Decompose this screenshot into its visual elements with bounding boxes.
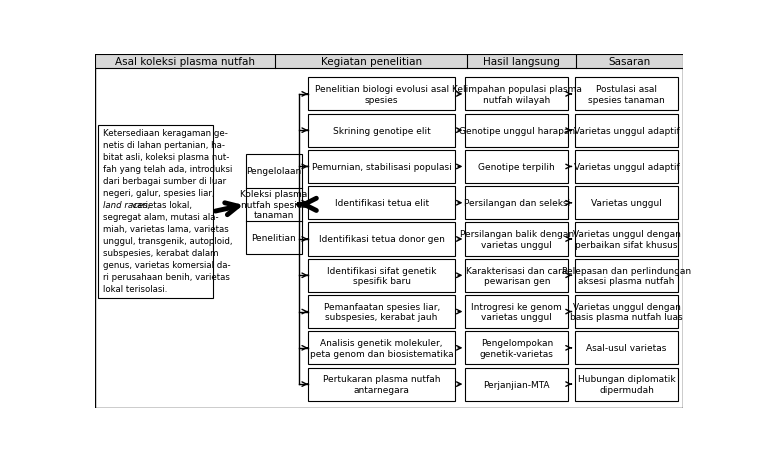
- Bar: [308, 187, 455, 220]
- Text: Pengelolaan: Pengelolaan: [246, 167, 301, 176]
- Text: Pemanfaatan spesies liar,
subspesies, kerabat jauh: Pemanfaatan spesies liar, subspesies, ke…: [323, 302, 439, 322]
- Text: Introgresi ke genom
varietas unggul: Introgresi ke genom varietas unggul: [471, 302, 562, 322]
- Text: Kegiatan penelitian: Kegiatan penelitian: [320, 57, 422, 67]
- Text: subspesies, kerabat dalam: subspesies, kerabat dalam: [102, 248, 218, 257]
- Bar: [98, 126, 213, 299]
- Bar: [575, 295, 679, 329]
- Text: Postulasi asal
spesies tanaman: Postulasi asal spesies tanaman: [588, 85, 665, 104]
- Bar: [308, 223, 455, 256]
- Bar: [308, 295, 455, 329]
- Text: Pertukaran plasma nutfah
antarnegara: Pertukaran plasma nutfah antarnegara: [323, 375, 440, 394]
- Text: Koleksi plasma
nutfah spesies
tanaman: Koleksi plasma nutfah spesies tanaman: [241, 190, 307, 220]
- Text: segregat alam, mutasi ala-: segregat alam, mutasi ala-: [102, 213, 219, 221]
- Text: Varietas unggul dengan
basis plasma nutfah luas: Varietas unggul dengan basis plasma nutf…: [570, 302, 683, 322]
- Text: Sasaran: Sasaran: [609, 57, 650, 67]
- Bar: [308, 151, 455, 184]
- Text: fah yang telah ada, introduksi: fah yang telah ada, introduksi: [102, 165, 232, 174]
- Text: negeri, galur, spesies liar,: negeri, galur, spesies liar,: [102, 189, 214, 198]
- Bar: [465, 223, 568, 256]
- Text: dari berbagai sumber di luar: dari berbagai sumber di luar: [102, 177, 225, 186]
- Bar: [308, 368, 455, 401]
- Bar: [308, 78, 455, 111]
- Text: genus, varietas komersial da-: genus, varietas komersial da-: [102, 260, 230, 269]
- Text: Identifikasi tetua elit: Identifikasi tetua elit: [335, 199, 429, 208]
- Bar: [465, 331, 568, 364]
- Text: Identifikasi sifat genetik
spesifik baru: Identifikasi sifat genetik spesifik baru: [327, 266, 436, 285]
- Text: Varietas unggul dengan
perbaikan sifat khusus: Varietas unggul dengan perbaikan sifat k…: [572, 230, 681, 249]
- Text: Pelepasan dan perlindungan
aksesi plasma nutfah: Pelepasan dan perlindungan aksesi plasma…: [562, 266, 691, 285]
- Bar: [575, 78, 679, 111]
- Text: Kelimpahan populasi plasma
nutfah wilayah: Kelimpahan populasi plasma nutfah wilaya…: [452, 85, 582, 104]
- Bar: [465, 295, 568, 329]
- Text: Hubungan diplomatik
dipermudah: Hubungan diplomatik dipermudah: [578, 375, 676, 394]
- Bar: [308, 114, 455, 147]
- Bar: [575, 368, 679, 401]
- Text: varietas lokal,: varietas lokal,: [129, 201, 192, 210]
- Text: Asal koleksi plasma nutfah: Asal koleksi plasma nutfah: [115, 57, 255, 67]
- Text: Penelitian biologi evolusi asal
spesies: Penelitian biologi evolusi asal spesies: [314, 85, 449, 104]
- Text: Penelitian: Penelitian: [251, 234, 296, 243]
- Bar: [575, 187, 679, 220]
- Text: Genotipe terpilih: Genotipe terpilih: [478, 162, 556, 172]
- Bar: [308, 259, 455, 292]
- Bar: [246, 155, 302, 255]
- Text: land races,: land races,: [102, 201, 150, 210]
- Text: Varietas unggul adaptif: Varietas unggul adaptif: [574, 126, 679, 135]
- Bar: [465, 151, 568, 184]
- Text: unggul, transgenik, autoploid,: unggul, transgenik, autoploid,: [102, 236, 232, 245]
- Text: Genotipe unggul harapan: Genotipe unggul harapan: [458, 126, 575, 135]
- Bar: [465, 78, 568, 111]
- Text: miah, varietas lama, varietas: miah, varietas lama, varietas: [102, 224, 228, 233]
- Bar: [575, 331, 679, 364]
- Bar: [575, 259, 679, 292]
- Bar: [465, 187, 568, 220]
- Bar: [308, 331, 455, 364]
- Text: netis di lahan pertanian, ha-: netis di lahan pertanian, ha-: [102, 141, 225, 150]
- Text: Skrining genotipe elit: Skrining genotipe elit: [332, 126, 430, 135]
- Text: Varietas unggul: Varietas unggul: [591, 199, 662, 208]
- Bar: [575, 151, 679, 184]
- Text: Pengelompokan
genetik-varietas: Pengelompokan genetik-varietas: [480, 338, 554, 358]
- Text: Varietas unggul adaptif: Varietas unggul adaptif: [574, 162, 679, 172]
- Bar: [465, 114, 568, 147]
- Text: Karakterisasi dan cara
pewarisan gen: Karakterisasi dan cara pewarisan gen: [466, 266, 568, 285]
- Text: lokal terisolasi.: lokal terisolasi.: [102, 284, 167, 293]
- Text: Analisis genetik molekuler,
peta genom dan biosistematika: Analisis genetik molekuler, peta genom d…: [310, 338, 453, 358]
- Bar: [95, 55, 683, 69]
- Text: Persilangan dan seleksi: Persilangan dan seleksi: [464, 199, 570, 208]
- Bar: [465, 259, 568, 292]
- Text: Pemurnian, stabilisasi populasi: Pemurnian, stabilisasi populasi: [312, 162, 452, 172]
- Bar: [465, 368, 568, 401]
- Bar: [575, 223, 679, 256]
- Text: Identifikasi tetua donor gen: Identifikasi tetua donor gen: [319, 235, 445, 244]
- Text: ri perusahaan benih, varietas: ri perusahaan benih, varietas: [102, 272, 229, 281]
- Text: Persilangan balik dengan
varietas unggul: Persilangan balik dengan varietas unggul: [460, 230, 574, 249]
- Text: Ketersediaan keragaman ge-: Ketersediaan keragaman ge-: [102, 129, 228, 138]
- Text: bitat asli, koleksi plasma nut-: bitat asli, koleksi plasma nut-: [102, 153, 229, 162]
- Bar: [575, 114, 679, 147]
- Text: Asal-usul varietas: Asal-usul varietas: [587, 344, 666, 353]
- Text: Perjanjian-MTA: Perjanjian-MTA: [483, 380, 550, 389]
- Text: Hasil langsung: Hasil langsung: [483, 57, 560, 67]
